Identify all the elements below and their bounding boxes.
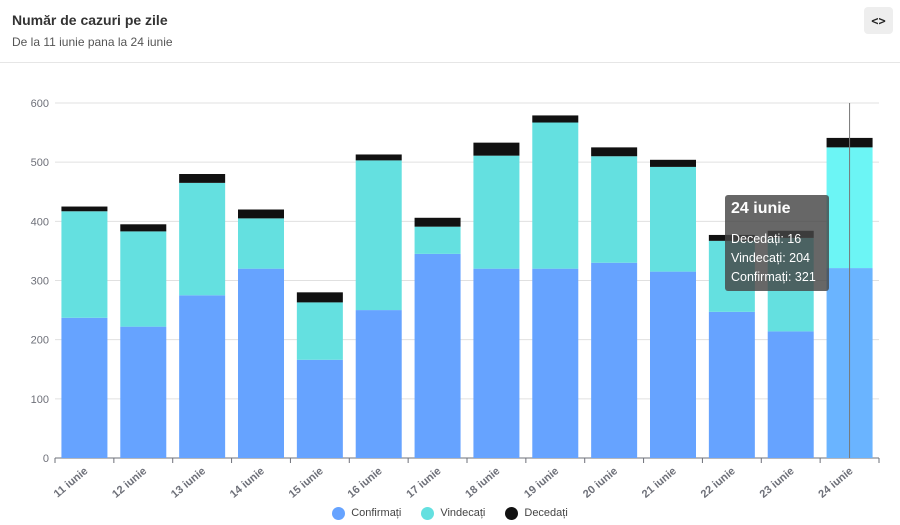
y-tick-label: 100: [31, 394, 49, 406]
bar-decedati-12: [120, 224, 167, 232]
x-tick-label: 21 iunie: [640, 465, 679, 501]
tooltip-row-confirmati: Confirmați: 321: [731, 270, 816, 284]
x-tick-label: 20 iunie: [581, 465, 620, 501]
x-tick-label: 16 iunie: [346, 465, 385, 501]
y-tick-label: 400: [31, 216, 49, 228]
chart-subtitle: De la 11 iunie pana la 24 iunie: [12, 35, 173, 49]
legend-label-vindecati: Vindecați: [440, 507, 486, 519]
bar-confirmati-17: [414, 253, 461, 458]
bar-confirmati-21: [650, 271, 696, 458]
tooltip-title: 24 iunie: [731, 200, 791, 217]
bar-confirmati-22: [708, 311, 755, 458]
bar-vindecati-18: [473, 155, 520, 269]
tooltip-row-vindecati: Vindecați: 204: [731, 251, 811, 265]
bar-confirmati-13: [179, 295, 226, 458]
bar-confirmati-23: [767, 331, 814, 458]
bar-confirmati-14: [238, 268, 284, 458]
x-tick-label: 19 iunie: [522, 465, 561, 501]
bar-decedati-19: [532, 115, 579, 123]
bar-decedati-15: [296, 292, 343, 303]
legend-item-vindecati[interactable]: Vindecați: [421, 503, 485, 523]
bar-confirmati-12: [120, 326, 167, 458]
bar-vindecati-20: [591, 156, 638, 263]
bar-vindecati-12: [120, 231, 167, 327]
embed-code-button[interactable]: <>: [864, 7, 893, 34]
bar-vindecati-16: [355, 160, 402, 311]
bar-vindecati-14: [238, 218, 284, 269]
bar-decedati-20: [591, 147, 638, 157]
x-tick-label: 14 iunie: [228, 465, 267, 501]
bar-decedati-21: [650, 159, 696, 167]
bar-confirmati-18: [473, 268, 520, 458]
bar-confirmati-11: [61, 317, 108, 458]
x-tick-label: 11 iunie: [52, 465, 91, 500]
x-tick-label: 23 iunie: [758, 465, 797, 501]
chart-tooltip: 24 iunie Decedați: 16 Vindecați: 204 Con…: [725, 195, 829, 291]
y-tick-label: 500: [31, 157, 49, 169]
x-tick-label: 24 iunie: [816, 465, 855, 501]
legend-item-decedati[interactable]: Decedați: [505, 503, 568, 523]
x-tick-label: 13 iunie: [169, 465, 208, 501]
bar-decedati-11: [61, 206, 108, 212]
x-tick-label: 12 iunie: [110, 465, 149, 501]
bar-confirmati-15: [296, 359, 343, 458]
chart-header: Număr de cazuri pe zile De la 11 iunie p…: [0, 0, 900, 63]
x-tick-label: 18 iunie: [463, 465, 502, 501]
legend-dot-vindecati: [421, 506, 435, 520]
bar-decedati-17: [414, 217, 461, 227]
bar-decedati-13: [179, 174, 226, 183]
x-tick-label: 15 iunie: [287, 465, 326, 501]
bar-confirmati-16: [355, 310, 402, 458]
legend-label-decedati: Decedați: [524, 507, 568, 519]
bar-vindecati-15: [296, 302, 343, 360]
y-tick-label: 0: [43, 453, 49, 465]
legend-dot-decedati: [505, 506, 519, 520]
bar-decedati-16: [355, 154, 402, 161]
legend-label-confirmati: Confirmați: [351, 507, 402, 519]
y-tick-label: 300: [31, 276, 49, 288]
bar-vindecati-11: [61, 211, 108, 318]
bar-vindecati-13: [179, 182, 226, 296]
legend-item-confirmati[interactable]: Confirmați: [332, 503, 401, 523]
bar-vindecati-17: [414, 226, 461, 254]
chart-legend: Confirmați Vindecați Decedați: [0, 503, 900, 523]
bar-vindecati-19: [532, 122, 579, 269]
chart-title: Număr de cazuri pe zile: [12, 12, 168, 28]
bar-decedati-18: [473, 142, 520, 156]
bar-decedati-14: [238, 209, 284, 219]
y-tick-label: 200: [31, 335, 49, 347]
bar-vindecati-21: [650, 166, 696, 272]
y-tick-label: 600: [31, 98, 49, 110]
tooltip-row-decedati: Decedați: 16: [731, 232, 802, 246]
legend-dot-confirmati: [332, 506, 346, 520]
x-tick-label: 22 iunie: [699, 465, 738, 501]
x-tick-label: 17 iunie: [404, 465, 443, 501]
bar-confirmati-20: [591, 262, 638, 458]
bar-confirmati-19: [532, 268, 579, 458]
